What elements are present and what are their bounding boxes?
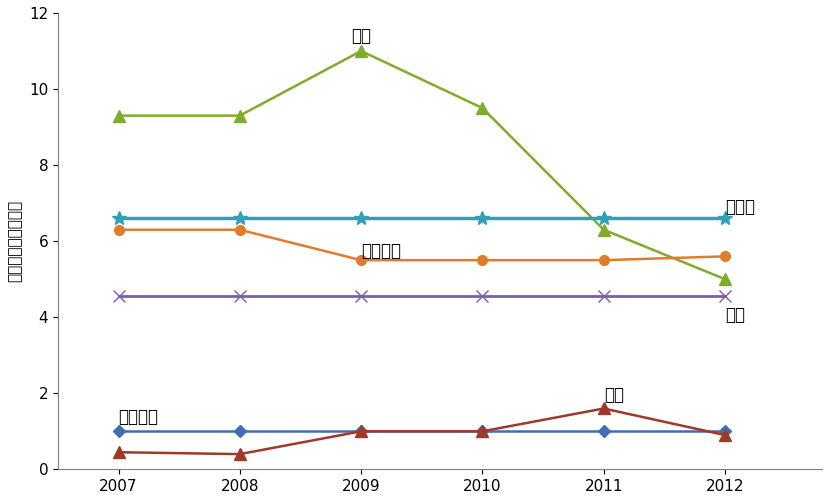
澳大利亚 [720, 428, 729, 434]
朝鲜 [356, 293, 366, 299]
朝鲜 [598, 293, 608, 299]
中国 [598, 227, 608, 233]
Line: 其他国家: 其他国家 [113, 225, 729, 265]
Y-axis label: 储量（单位：亿吨）: 储量（单位：亿吨） [7, 200, 22, 282]
巴西 [113, 449, 123, 455]
Line: 中国: 中国 [113, 46, 729, 285]
其他国家 [720, 254, 729, 260]
朝鲜 [113, 293, 123, 299]
中国 [356, 48, 366, 54]
朝鲜 [234, 293, 244, 299]
Line: 朝鲜: 朝鲜 [113, 291, 729, 302]
朝鲜 [477, 293, 487, 299]
中国 [720, 276, 729, 282]
巴西 [720, 432, 729, 438]
澳大利亚 [356, 428, 366, 434]
俄罗斯 [598, 215, 608, 221]
其他国家 [477, 257, 487, 263]
中国 [234, 113, 244, 119]
Text: 巴西: 巴西 [603, 386, 623, 404]
澳大利亚 [598, 428, 608, 434]
Text: 澳大利亚: 澳大利亚 [118, 408, 158, 425]
巴西 [598, 405, 608, 411]
俄罗斯 [356, 215, 366, 221]
其他国家 [113, 227, 123, 233]
Line: 巴西: 巴西 [113, 403, 729, 460]
中国 [113, 113, 123, 119]
Text: 其他国家: 其他国家 [361, 242, 401, 260]
中国 [477, 105, 487, 111]
澳大利亚 [234, 428, 244, 434]
巴西 [477, 428, 487, 434]
澳大利亚 [113, 428, 123, 434]
朝鲜 [720, 293, 729, 299]
俄罗斯 [234, 215, 244, 221]
巴西 [356, 428, 366, 434]
Text: 中国: 中国 [351, 27, 371, 45]
Line: 澳大利亚: 澳大利亚 [114, 427, 729, 435]
其他国家 [234, 227, 244, 233]
澳大利亚 [477, 428, 487, 434]
俄罗斯 [113, 215, 123, 221]
Text: 朝鲜: 朝鲜 [724, 306, 744, 324]
俄罗斯 [477, 215, 487, 221]
Text: 俄罗斯: 俄罗斯 [724, 198, 754, 216]
其他国家 [598, 257, 608, 263]
其他国家 [356, 257, 366, 263]
Line: 俄罗斯: 俄罗斯 [112, 211, 731, 225]
俄罗斯 [720, 215, 729, 221]
巴西 [234, 451, 244, 457]
